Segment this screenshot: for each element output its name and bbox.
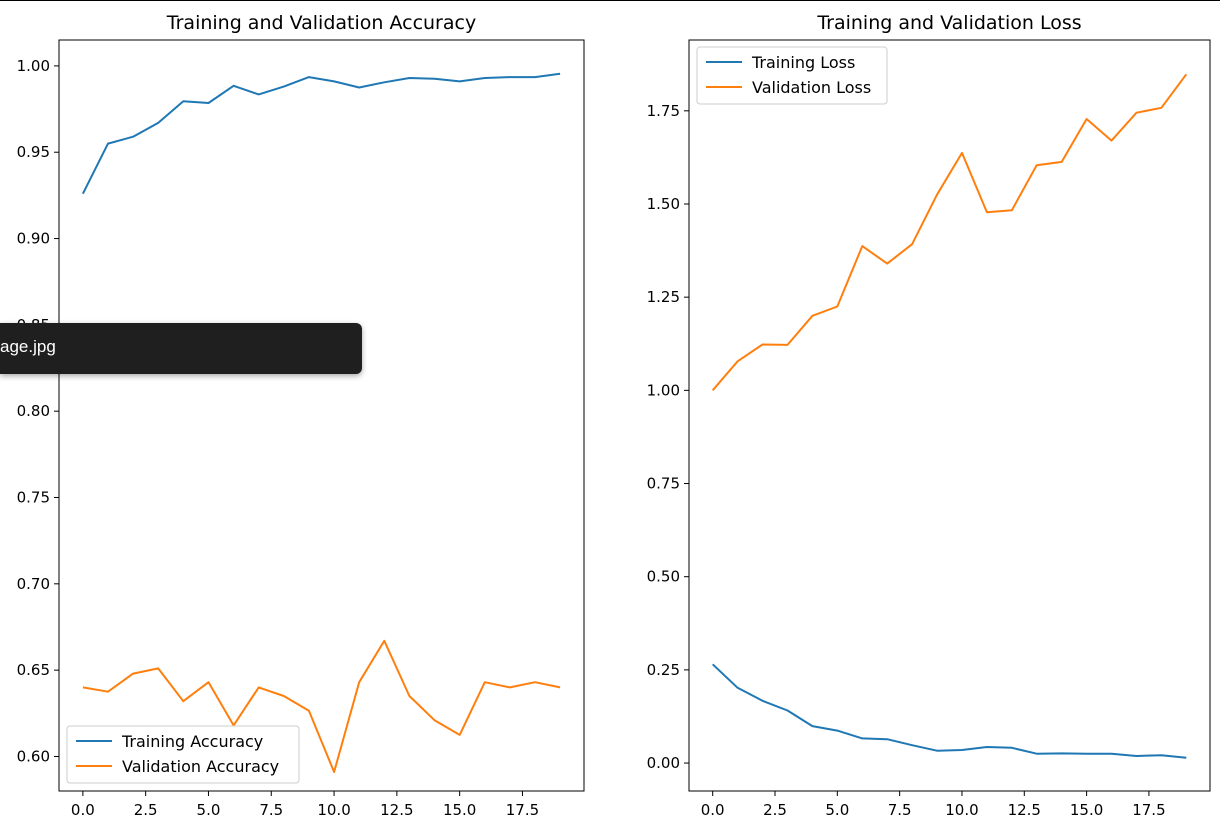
- x-tick-label: 17.5: [506, 801, 539, 819]
- legend-label: Training Loss: [751, 53, 855, 72]
- legend-label: Validation Loss: [752, 78, 871, 97]
- x-tick-label: 12.5: [380, 801, 413, 819]
- series-line-training-loss: [712, 663, 1187, 759]
- x-tick-label: 10.0: [945, 801, 978, 819]
- y-tick-label: 0.95: [17, 143, 50, 161]
- y-tick-label: 0.50: [647, 568, 680, 586]
- legend-label: Training Accuracy: [121, 732, 263, 751]
- x-tick-label: 2.5: [134, 801, 158, 819]
- y-tick-label: 0.70: [17, 575, 50, 593]
- y-tick-label: 0.80: [17, 402, 50, 420]
- x-tick-label: 12.5: [1008, 801, 1041, 819]
- legend: Training Loss Validation Loss: [696, 46, 888, 105]
- y-tick-label: 1.50: [647, 195, 680, 213]
- tooltip-text: age.jpg: [0, 337, 56, 356]
- y-tick-label: 0.00: [647, 754, 680, 772]
- series-line-training-accuracy: [82, 72, 561, 195]
- y-tick-label: 1.00: [647, 381, 680, 399]
- y-tick-label: 1.00: [17, 57, 50, 75]
- plot-frame: [688, 39, 1211, 792]
- x-tick-label: 5.0: [825, 801, 849, 819]
- chart-2: Training and Validation Loss 0.0 2.5 5.0 7.5…: [647, 12, 1211, 819]
- series-line-validation-accuracy: [82, 639, 561, 773]
- x-tick-label: 10.0: [317, 801, 350, 819]
- chart-1: Training and Validation Accuracy 0.0 2.5 5.…: [17, 12, 585, 819]
- x-tick-label: 2.5: [763, 801, 787, 819]
- x-tick-label: 7.5: [888, 801, 912, 819]
- y-tick-label: 0.60: [17, 747, 50, 765]
- legend-box: [696, 46, 888, 105]
- y-tick-label: 0.75: [647, 475, 680, 493]
- legend: Training Accuracy Validation Accuracy: [66, 725, 300, 784]
- x-tick-label: 0.0: [71, 801, 95, 819]
- x-tick-label: 7.5: [259, 801, 283, 819]
- series-line-validation-loss: [711, 73, 1188, 391]
- y-tick-label: 0.75: [17, 489, 50, 507]
- chart-title: Training and Validation Accuracy: [166, 12, 476, 34]
- x-tick-label: 15.0: [443, 801, 476, 819]
- x-tick-label: 5.0: [197, 801, 221, 819]
- y-tick-label: 0.65: [17, 661, 50, 679]
- plot-frame: [58, 39, 585, 792]
- x-tick-label: 17.5: [1132, 801, 1165, 819]
- legend-box: [66, 725, 300, 784]
- y-tick-label: 1.75: [647, 102, 680, 120]
- y-tick-label: 1.25: [647, 288, 680, 306]
- x-tick-label: 15.0: [1070, 801, 1103, 819]
- y-tick-label: 0.90: [17, 230, 50, 248]
- y-tick-label: 0.25: [647, 661, 680, 679]
- x-tick-label: 0.0: [701, 801, 725, 819]
- filename-tooltip: age.jpg: [0, 323, 362, 374]
- legend-label: Validation Accuracy: [122, 757, 279, 776]
- chart-title: Training and Validation Loss: [816, 12, 1081, 34]
